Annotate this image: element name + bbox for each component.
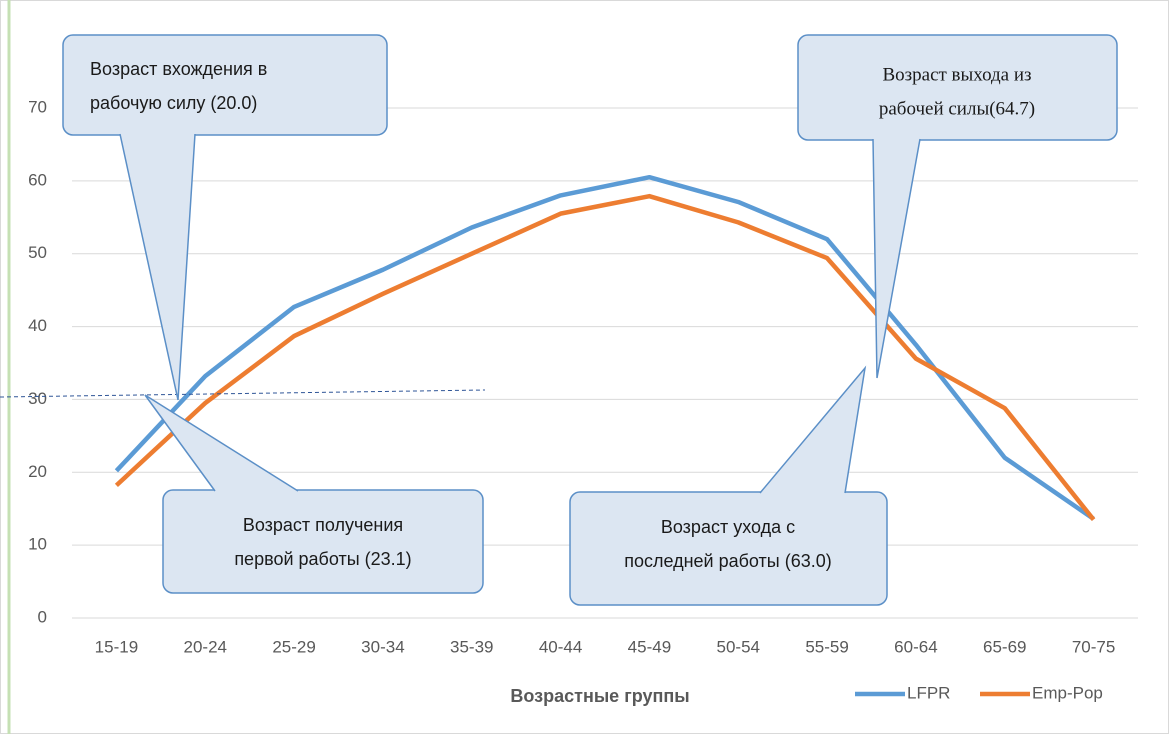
x-tick-label: 30-34 [361,637,404,656]
callout-box [569,491,888,606]
callout: Возраст выхода из рабочей силы(64.7) [797,34,1118,379]
callout-box [797,34,1118,141]
x-tick-label: 15-19 [95,637,138,656]
callout-pointer-edge [119,133,196,401]
x-tick-label: 40-44 [539,637,582,656]
y-tick-label: 40 [28,316,47,335]
x-axis-label: Возрастные группы [510,686,689,706]
y-tick-label: 30 [28,389,47,408]
callout-pointer-edge [144,394,299,492]
x-tick-label: 65-69 [983,637,1026,656]
callout-pointer-edge [759,365,867,494]
x-tick-label: 35-39 [450,637,493,656]
callout-text: Возраст ухода с [661,517,795,537]
callout-text: первой работы (23.1) [234,549,411,569]
x-tick-label: 55-59 [805,637,848,656]
callout-box [62,34,388,136]
reference-line [0,389,486,398]
callout-text: Возраст получения [243,515,403,535]
callout-pointer [120,134,195,400]
y-tick-label: 20 [28,462,47,481]
callout-text: рабочую силу (20.0) [90,93,257,113]
callout-text: Возраст вхождения в [90,59,267,79]
x-tick-label: 45-49 [628,637,671,656]
callout-text: рабочей силы(64.7) [879,98,1035,119]
legend-label: LFPR [907,683,950,702]
callout-pointer-edge [872,138,921,379]
y-tick-label: 60 [28,170,47,189]
y-tick-label: 70 [28,97,47,116]
legend-label: Emp-Pop [1032,683,1103,702]
callout-pointer [873,139,920,378]
x-tick-label: 60-64 [894,637,937,656]
y-tick-label: 0 [38,607,47,626]
callout: Возраст ухода с последней работы (63.0) [569,365,888,606]
series-line [114,193,1096,522]
x-tick-label: 70-75 [1072,637,1115,656]
x-tick-label: 50-54 [717,637,760,656]
series-line [114,174,1095,521]
callout-text: Возраст выхода из [882,64,1031,85]
callout-box [162,489,484,594]
x-tick-label: 20-24 [184,637,227,656]
callout-text: последней работы (63.0) [624,551,832,571]
callout: Возраст получения первой работы (23.1) [144,394,484,594]
x-tick-label: 25-29 [272,637,315,656]
callout: Возраст вхождения в рабочую силу (20.0) [62,34,388,401]
y-tick-label: 10 [28,535,47,554]
y-tick-label: 50 [28,243,47,262]
